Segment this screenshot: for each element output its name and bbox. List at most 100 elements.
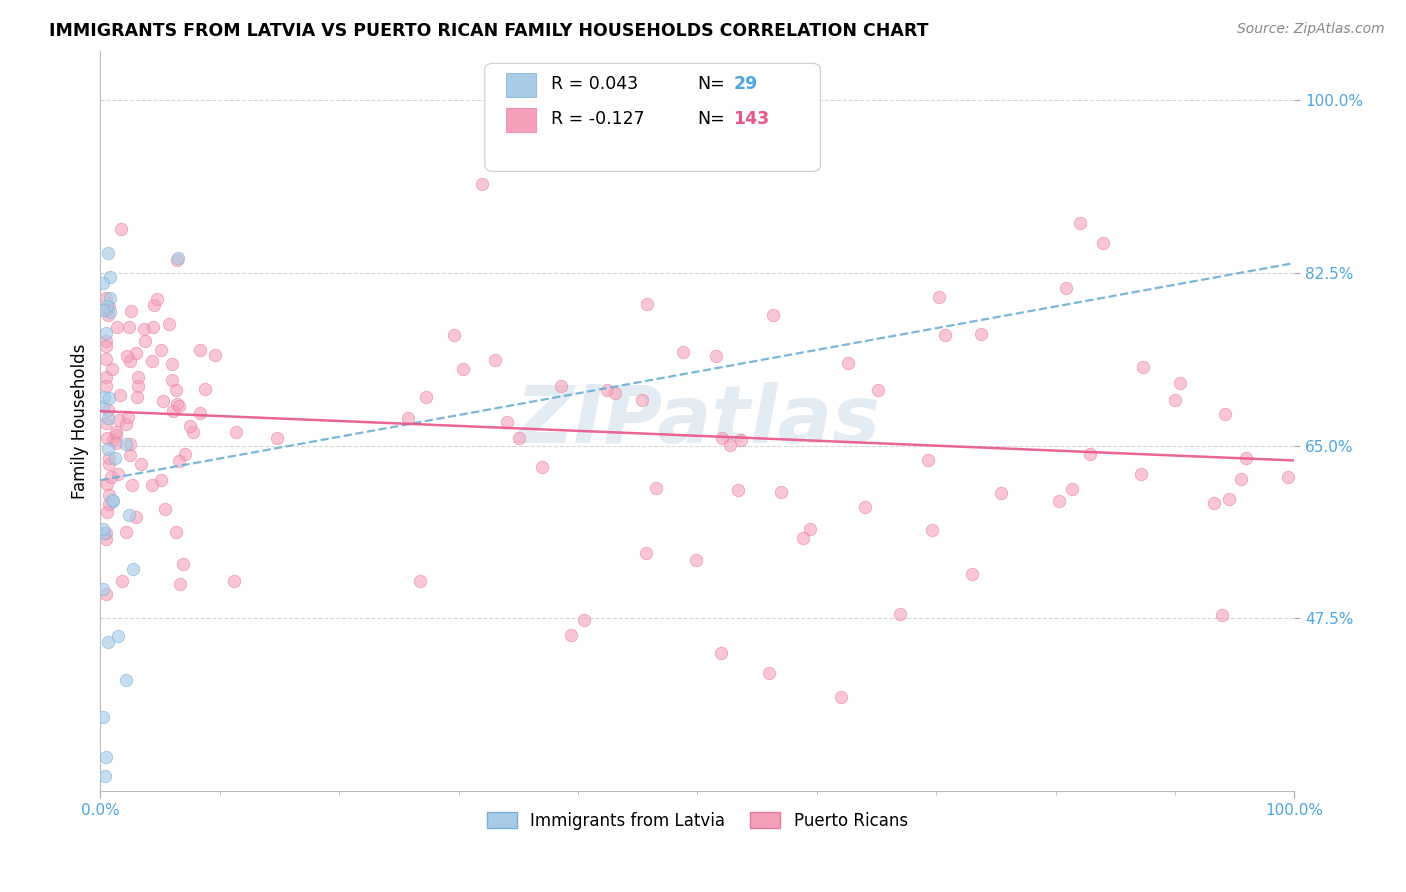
Point <box>758 665 780 680</box>
Point <box>98 305 121 319</box>
Point <box>104 425 127 439</box>
Point <box>115 673 138 688</box>
Point <box>91 522 114 536</box>
Point <box>146 292 169 306</box>
Point <box>121 561 143 575</box>
Point <box>91 709 114 723</box>
Point <box>96 379 118 393</box>
Point <box>531 460 554 475</box>
Text: 29: 29 <box>734 75 758 93</box>
Point <box>142 319 165 334</box>
Point <box>150 343 173 357</box>
Point <box>560 628 582 642</box>
Point <box>96 302 118 317</box>
Point <box>96 416 118 430</box>
Point <box>91 303 114 318</box>
Text: 143: 143 <box>734 110 769 128</box>
Point <box>101 492 124 507</box>
Point <box>96 477 118 491</box>
Text: Source: ZipAtlas.com: Source: ZipAtlas.com <box>1237 22 1385 37</box>
Point <box>141 353 163 368</box>
Point <box>167 399 190 413</box>
Point <box>792 531 814 545</box>
Point <box>631 392 654 407</box>
Point <box>605 386 627 401</box>
Point <box>118 319 141 334</box>
Point <box>91 582 114 596</box>
Point <box>889 607 911 621</box>
Point <box>727 483 749 497</box>
Point <box>172 557 194 571</box>
Point <box>173 447 195 461</box>
Point <box>1047 494 1070 508</box>
Point <box>266 431 288 445</box>
Point <box>225 425 247 439</box>
Point <box>917 453 939 467</box>
Point <box>107 467 129 481</box>
Point <box>194 382 217 396</box>
Point <box>685 553 707 567</box>
Point <box>1069 217 1091 231</box>
Point <box>118 508 141 523</box>
Point <box>706 349 728 363</box>
Point <box>970 326 993 341</box>
Point <box>1213 407 1236 421</box>
Point <box>711 431 734 445</box>
Point <box>96 369 118 384</box>
Text: N=: N= <box>697 75 725 93</box>
Point <box>96 299 118 313</box>
Point <box>550 378 572 392</box>
Point <box>97 301 120 315</box>
Point <box>101 494 124 508</box>
Point <box>129 457 152 471</box>
Point <box>105 435 128 450</box>
Point <box>101 433 124 447</box>
Point <box>120 437 142 451</box>
Point <box>141 478 163 492</box>
Point <box>117 409 139 424</box>
Point <box>837 356 859 370</box>
Point <box>1170 376 1192 391</box>
Bar <box>506 108 536 132</box>
Text: N=: N= <box>697 110 725 128</box>
Point <box>96 749 118 764</box>
Point <box>110 221 132 235</box>
Point <box>1062 482 1084 496</box>
Point <box>572 613 595 627</box>
Point <box>96 587 118 601</box>
Point <box>96 246 118 260</box>
Point <box>169 577 191 591</box>
Point <box>166 252 188 267</box>
Text: R = -0.127: R = -0.127 <box>551 110 644 128</box>
Point <box>93 390 115 404</box>
Point <box>484 352 506 367</box>
Point <box>1078 447 1101 461</box>
Point <box>153 502 176 516</box>
Point <box>730 434 752 448</box>
Point <box>98 488 121 502</box>
Point <box>110 388 132 402</box>
Point <box>921 523 943 537</box>
Point <box>166 397 188 411</box>
Point <box>451 362 474 376</box>
Point <box>98 457 121 471</box>
Point <box>415 390 437 404</box>
Point <box>960 567 983 582</box>
Point <box>160 357 183 371</box>
Point <box>132 322 155 336</box>
Point <box>118 353 141 368</box>
Point <box>710 646 733 660</box>
Point <box>107 320 129 334</box>
Point <box>125 390 148 404</box>
Point <box>1211 607 1233 622</box>
Point <box>96 334 118 349</box>
Point <box>636 546 658 560</box>
Point <box>496 415 519 429</box>
Point <box>167 251 190 265</box>
Point <box>115 524 138 539</box>
Point <box>443 327 465 342</box>
Point <box>165 524 187 539</box>
Point <box>855 500 877 514</box>
Point <box>636 297 658 311</box>
Point <box>928 289 950 303</box>
